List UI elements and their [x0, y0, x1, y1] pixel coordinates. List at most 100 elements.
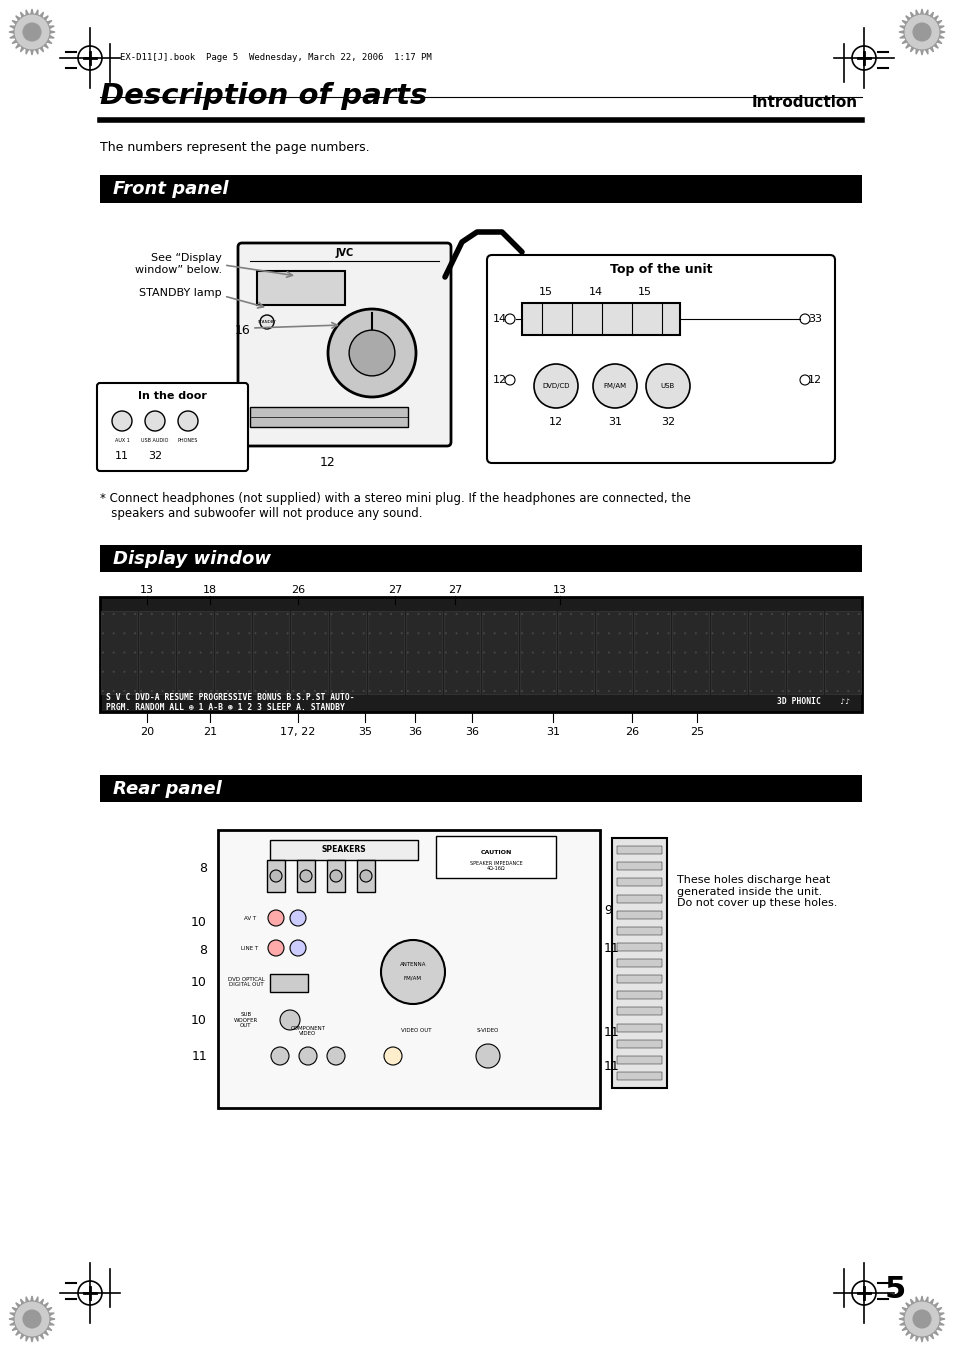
Circle shape [189, 690, 191, 692]
Polygon shape [939, 31, 944, 34]
Polygon shape [20, 12, 24, 18]
Circle shape [292, 613, 294, 615]
Circle shape [341, 690, 343, 692]
Circle shape [531, 690, 534, 692]
Circle shape [161, 632, 163, 635]
Circle shape [591, 613, 593, 615]
Text: S V C DVD-A RESUME PROGRESSIVE BONUS B.S.P.ST AUTO-: S V C DVD-A RESUME PROGRESSIVE BONUS B.S… [106, 693, 355, 703]
Polygon shape [920, 9, 923, 14]
Circle shape [248, 613, 251, 615]
Circle shape [275, 651, 277, 654]
Polygon shape [12, 1327, 17, 1331]
Circle shape [286, 632, 289, 635]
Circle shape [341, 632, 343, 635]
Circle shape [133, 670, 136, 673]
Circle shape [303, 670, 305, 673]
Bar [617, 959, 661, 967]
Bar [748, 611, 784, 694]
Text: 26: 26 [291, 585, 305, 594]
Circle shape [721, 613, 723, 615]
Polygon shape [10, 35, 15, 38]
Circle shape [770, 690, 772, 692]
Circle shape [857, 613, 860, 615]
Circle shape [857, 670, 860, 673]
Polygon shape [50, 1317, 55, 1320]
Circle shape [618, 632, 620, 635]
Circle shape [14, 1301, 50, 1337]
Circle shape [362, 613, 364, 615]
Circle shape [732, 651, 735, 654]
Circle shape [667, 613, 669, 615]
Circle shape [645, 690, 647, 692]
Polygon shape [904, 16, 909, 20]
Bar [139, 611, 175, 694]
Circle shape [324, 632, 326, 635]
Polygon shape [40, 1333, 44, 1339]
Polygon shape [15, 43, 20, 49]
Text: Description of parts: Description of parts [100, 82, 427, 109]
Circle shape [819, 670, 821, 673]
Circle shape [749, 632, 751, 635]
Circle shape [515, 632, 517, 635]
Circle shape [482, 690, 484, 692]
Polygon shape [920, 1337, 923, 1342]
Bar [292, 611, 327, 694]
Circle shape [558, 670, 560, 673]
Circle shape [781, 651, 783, 654]
Text: In the door: In the door [138, 390, 207, 401]
Circle shape [286, 670, 289, 673]
Circle shape [531, 670, 534, 673]
Circle shape [749, 690, 751, 692]
Circle shape [683, 690, 685, 692]
Circle shape [760, 670, 761, 673]
Circle shape [303, 651, 305, 654]
Polygon shape [899, 1323, 904, 1325]
Circle shape [265, 613, 267, 615]
Polygon shape [12, 41, 17, 43]
Circle shape [597, 632, 598, 635]
Circle shape [102, 690, 104, 692]
Circle shape [579, 613, 582, 615]
Circle shape [515, 690, 517, 692]
Polygon shape [47, 41, 51, 43]
Polygon shape [47, 1308, 51, 1310]
Circle shape [123, 613, 126, 615]
Circle shape [438, 690, 440, 692]
Circle shape [327, 1047, 345, 1065]
Circle shape [553, 651, 555, 654]
Bar [177, 611, 213, 694]
Text: 12: 12 [493, 376, 506, 385]
Bar [270, 974, 308, 992]
Circle shape [705, 613, 707, 615]
Polygon shape [902, 20, 906, 24]
Text: 12: 12 [320, 455, 335, 469]
Circle shape [711, 670, 713, 673]
Text: AV T: AV T [244, 916, 255, 920]
Circle shape [667, 651, 669, 654]
Circle shape [553, 632, 555, 635]
Circle shape [504, 651, 506, 654]
Circle shape [542, 690, 544, 692]
Text: CAUTION: CAUTION [479, 850, 511, 854]
Circle shape [466, 670, 468, 673]
Text: 17, 22: 17, 22 [280, 727, 315, 738]
Circle shape [237, 632, 239, 635]
Circle shape [705, 632, 707, 635]
Polygon shape [15, 1331, 20, 1335]
Circle shape [268, 940, 284, 957]
Circle shape [406, 651, 409, 654]
Circle shape [210, 690, 213, 692]
Polygon shape [933, 1302, 938, 1308]
Circle shape [534, 363, 578, 408]
Circle shape [151, 651, 152, 654]
Circle shape [330, 613, 333, 615]
Circle shape [476, 670, 478, 673]
Circle shape [825, 613, 827, 615]
Circle shape [248, 690, 251, 692]
Circle shape [330, 670, 333, 673]
Circle shape [476, 651, 478, 654]
Polygon shape [49, 26, 54, 28]
Text: 8: 8 [199, 862, 207, 874]
Bar [100, 176, 862, 203]
Circle shape [352, 670, 354, 673]
